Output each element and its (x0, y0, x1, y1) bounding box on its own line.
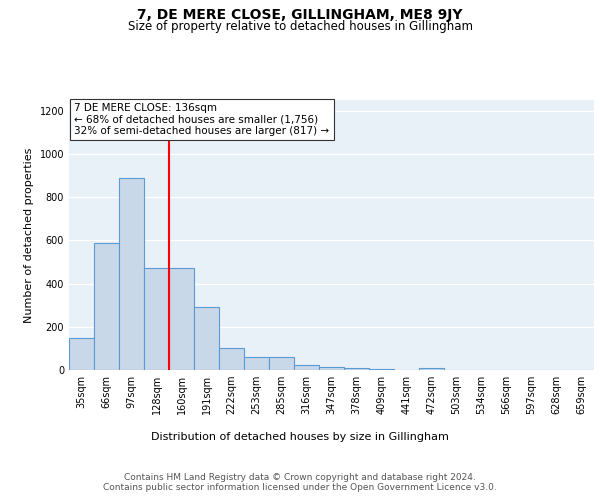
Bar (94, 242, 119, 370)
Bar (319, 367, 344, 370)
Bar (294, 364, 319, 370)
Bar (194, 308, 219, 370)
Bar (369, 369, 394, 370)
Bar (169, 268, 194, 370)
Bar (144, 268, 169, 370)
Bar (344, 368, 369, 370)
Text: 7, DE MERE CLOSE, GILLINGHAM, ME8 9JY: 7, DE MERE CLOSE, GILLINGHAM, ME8 9JY (137, 8, 463, 22)
Bar (244, 357, 269, 370)
Bar (419, 368, 444, 370)
Text: 7 DE MERE CLOSE: 136sqm
← 68% of detached houses are smaller (1,756)
32% of semi: 7 DE MERE CLOSE: 136sqm ← 68% of detache… (74, 102, 329, 136)
Text: Size of property relative to detached houses in Gillingham: Size of property relative to detached ho… (128, 20, 473, 33)
Bar (119, 178, 144, 370)
Text: Contains HM Land Registry data © Crown copyright and database right 2024.
Contai: Contains HM Land Registry data © Crown c… (103, 472, 497, 492)
Bar (269, 357, 294, 370)
Text: Distribution of detached houses by size in Gillingham: Distribution of detached houses by size … (151, 432, 449, 442)
Y-axis label: Number of detached properties: Number of detached properties (24, 148, 34, 322)
Bar (219, 348, 244, 370)
Bar (69, 338, 94, 370)
